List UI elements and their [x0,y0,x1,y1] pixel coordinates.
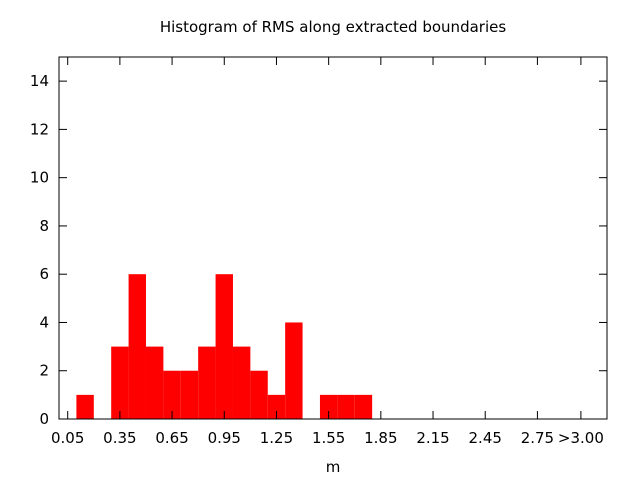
x-tick-label: 0.95 [208,429,241,447]
histogram-bar [76,394,94,419]
y-tick-label: 14 [30,72,49,90]
histogram-bar [250,370,268,419]
y-tick-label: 12 [30,120,49,138]
chart-title: Histogram of RMS along extracted boundar… [160,18,507,36]
x-tick-label: 0.05 [51,429,84,447]
histogram-bar [128,274,146,419]
plot-frame [58,56,608,420]
histogram-bar [163,370,181,419]
x-tick-label: 0.35 [103,429,136,447]
histogram-bar [180,370,199,419]
x-tick-label: >3.00 [558,429,604,447]
x-tick-label: 2.15 [416,429,449,447]
histogram-bar [111,346,129,419]
y-tick-label: 6 [39,265,49,283]
histogram-bar [354,394,373,419]
y-tick-label: 8 [39,217,49,235]
histogram-bar [267,394,286,419]
x-tick-label: 1.25 [260,429,293,447]
histogram-bar [215,274,233,419]
x-tick-label: 0.65 [155,429,188,447]
x-tick-label: 2.75 [521,429,554,447]
histogram-bar [232,346,251,419]
bars-group [76,274,373,419]
y-tick-label: 2 [39,362,49,380]
y-tick-label: 4 [39,313,49,331]
x-tick-label: 2.45 [469,429,502,447]
histogram-bar [319,394,338,419]
y-tick-label: 0 [39,410,49,428]
x-axis-label: m [326,458,341,476]
histogram-bar [337,394,355,419]
histogram-bar [198,346,216,419]
histogram-bar [285,322,303,419]
y-tick-label: 10 [30,169,49,187]
x-tick-label: 1.85 [364,429,397,447]
histogram-bar [145,346,164,419]
axes-group: 0 2 4 6 8 10 12 14 0.05 0.35 0.65 0.95 1.25 1.55 1.85 2… [30,56,608,447]
x-tick-label: 1.55 [312,429,345,447]
